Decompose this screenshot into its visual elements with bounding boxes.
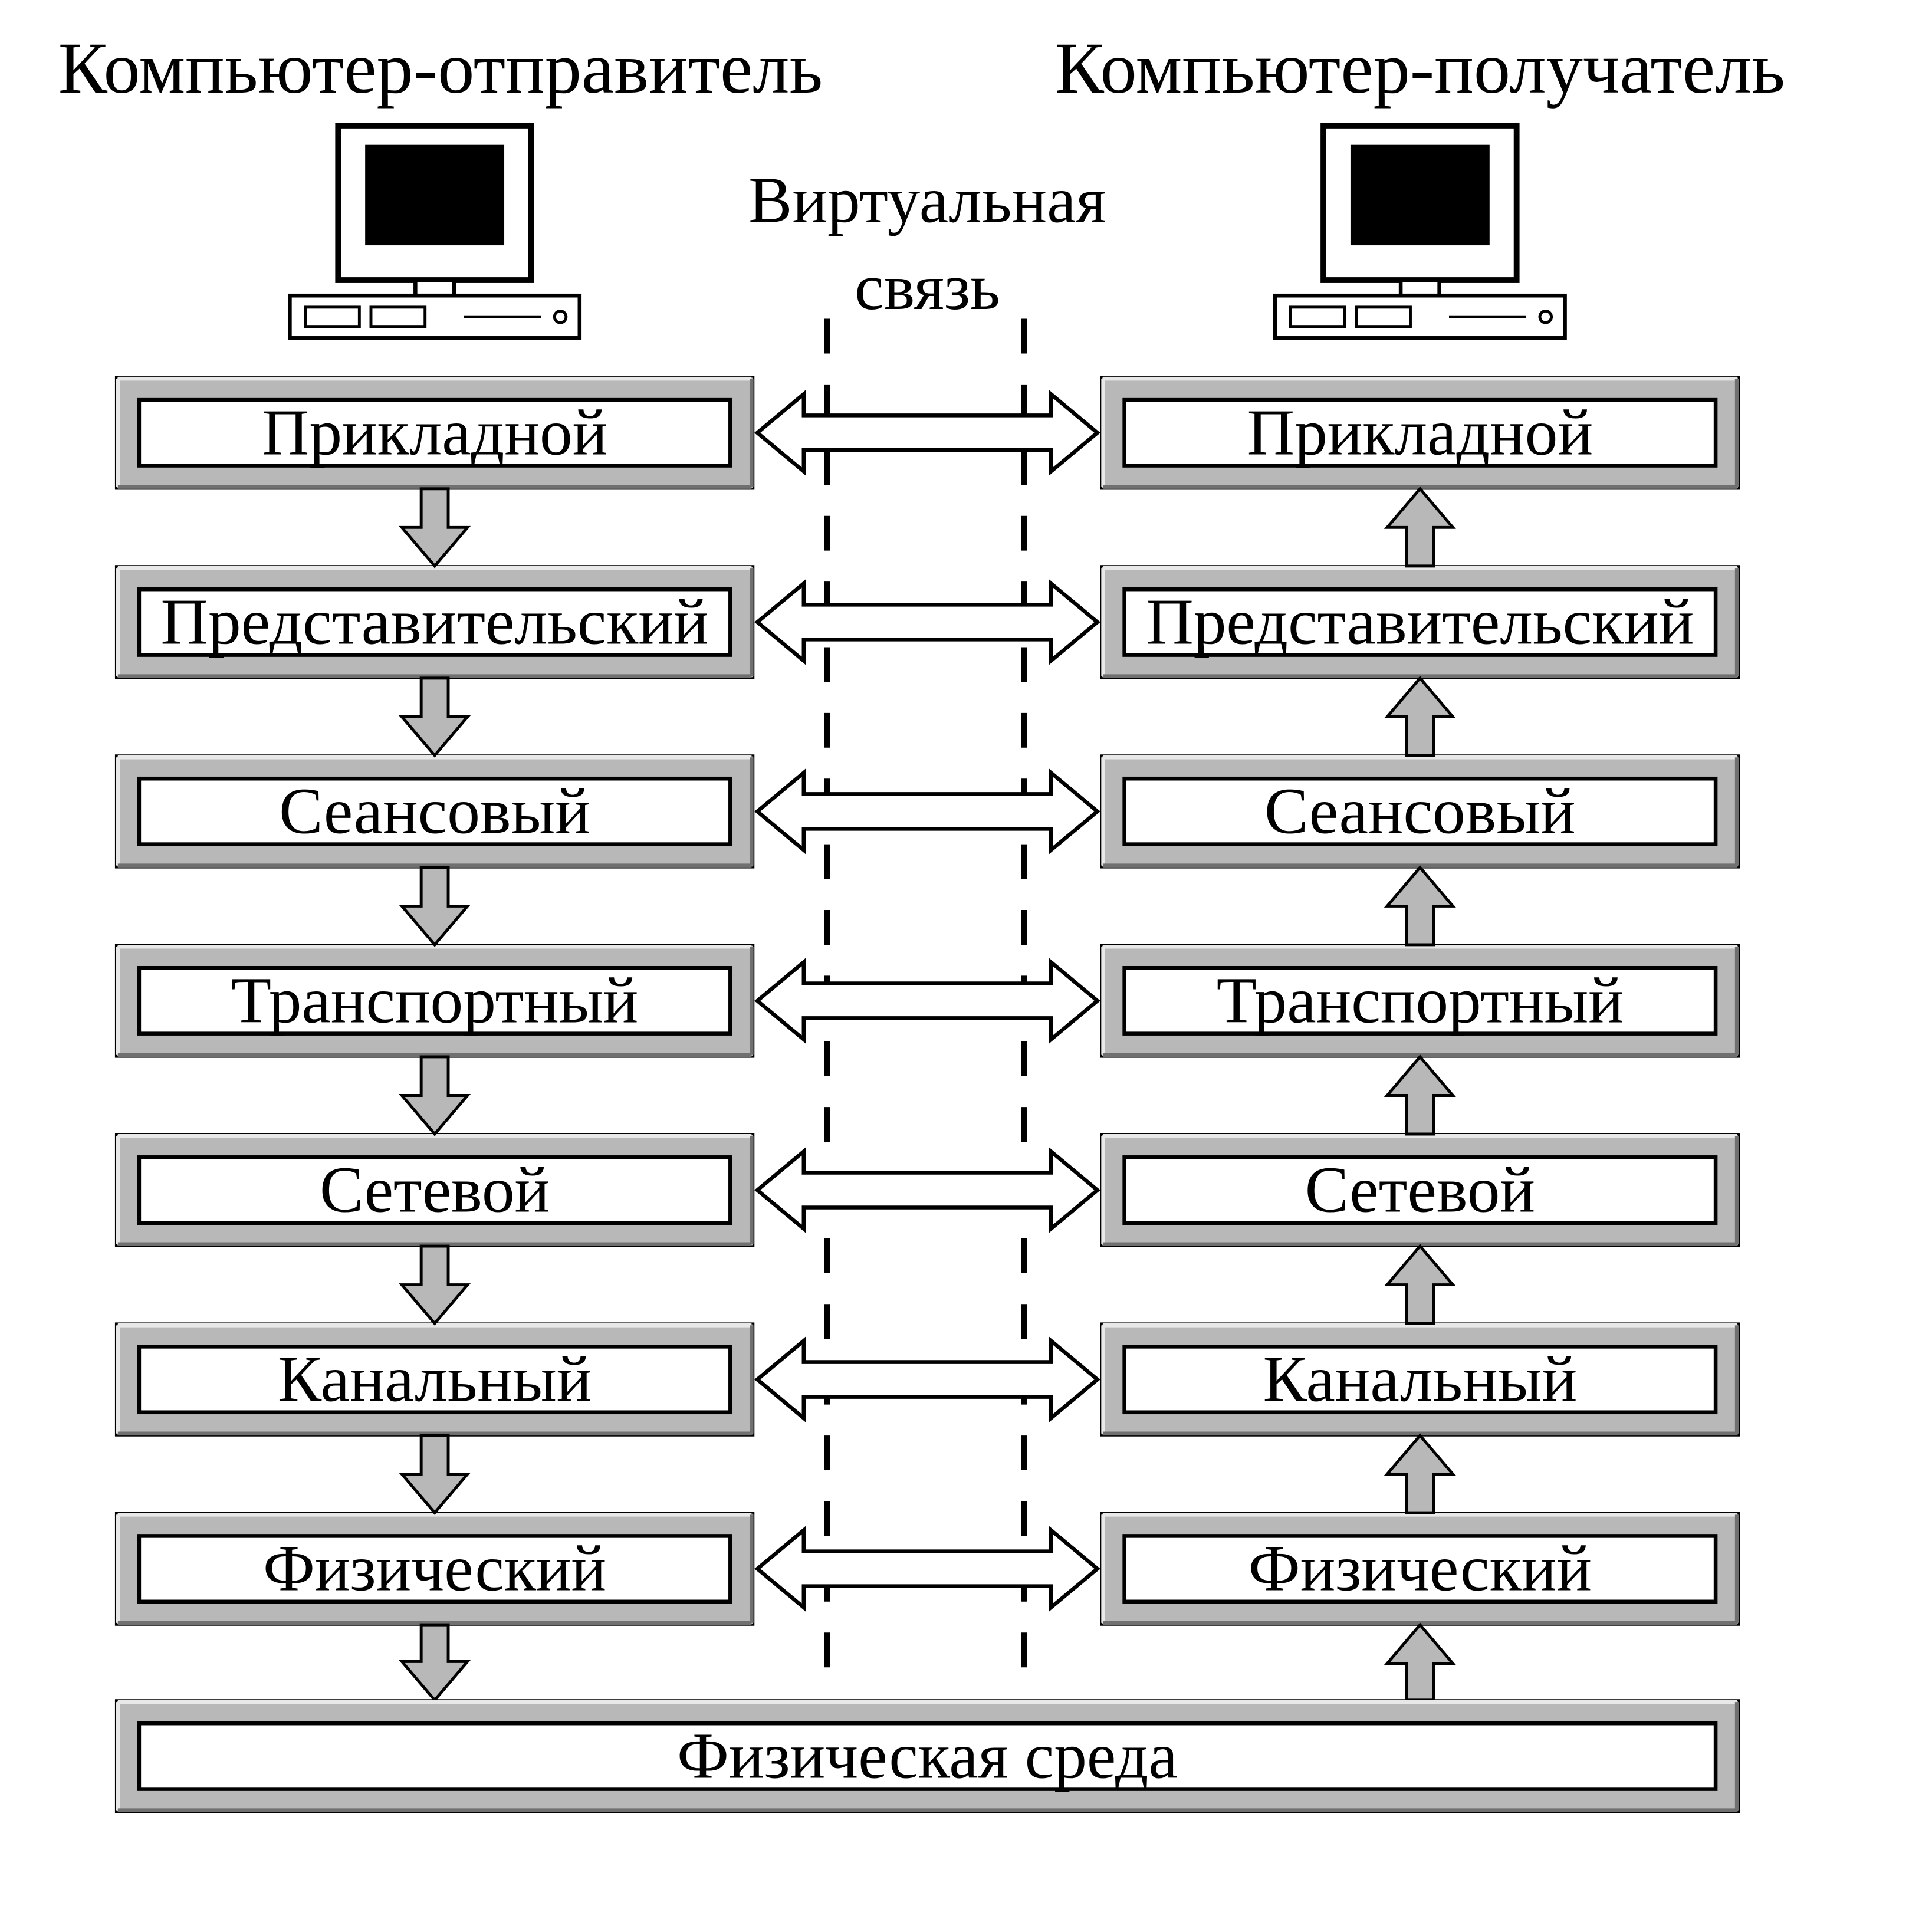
layer-left-0-label: Прикладной	[262, 396, 607, 469]
layer-right-2: Сеансовый	[1101, 755, 1739, 868]
virtual-label-line2: связь	[855, 251, 1000, 324]
down-arrow-left-5	[402, 1435, 467, 1513]
layer-right-2-label: Сеансовый	[1264, 775, 1576, 847]
layer-left-2: Сеансовый	[116, 755, 754, 868]
up-arrow-right-1	[1387, 678, 1453, 755]
virtual-arrow-4	[757, 1151, 1098, 1228]
virtual-arrow-6	[757, 1530, 1098, 1608]
title-receiver: Компьютер-получатель	[1055, 27, 1785, 109]
layer-left-3-label: Транспортный	[231, 964, 638, 1037]
layer-left-1: Представительский	[116, 566, 754, 678]
physical-medium-box: Физическая среда	[116, 1700, 1739, 1812]
down-arrow-left-2	[402, 868, 467, 945]
layer-left-5: Канальный	[116, 1323, 754, 1435]
layer-left-5-label: Канальный	[278, 1343, 592, 1416]
down-arrow-left-3	[402, 1057, 467, 1134]
layer-left-3: Транспортный	[116, 945, 754, 1057]
down-arrow-left-6	[402, 1625, 467, 1700]
up-arrow-right-6	[1387, 1625, 1453, 1700]
up-arrow-right-2	[1387, 868, 1453, 945]
virtual-label-line1: Виртуальная	[748, 165, 1106, 237]
layer-left-6: Физический	[116, 1513, 754, 1625]
computer-sender-icon	[290, 126, 579, 338]
title-sender: Компьютер-отправитель	[58, 27, 823, 109]
layer-right-1: Представительский	[1101, 566, 1739, 678]
layer-left-1-label: Представительский	[161, 586, 709, 658]
osi-diagram: Компьютер-отправитель Компьютер-получател…	[0, 0, 1932, 1932]
physical-medium-box-label: Физическая среда	[677, 1720, 1178, 1792]
down-arrow-left-0	[402, 489, 467, 566]
layer-right-4: Сетевой	[1101, 1134, 1739, 1246]
layer-right-3-label: Транспортный	[1217, 964, 1624, 1037]
layer-right-6: Физический	[1101, 1513, 1739, 1625]
computer-receiver-icon	[1275, 126, 1565, 338]
layer-right-4-label: Сетевой	[1305, 1154, 1535, 1227]
virtual-arrow-5	[757, 1341, 1098, 1418]
layer-left-6-label: Физический	[263, 1533, 606, 1605]
layer-right-3: Транспортный	[1101, 945, 1739, 1057]
layer-left-4: Сетевой	[116, 1134, 754, 1246]
layer-right-0: Прикладной	[1101, 377, 1739, 489]
layer-right-1-label: Представительский	[1146, 586, 1694, 658]
up-arrow-right-3	[1387, 1057, 1453, 1134]
virtual-arrow-3	[757, 962, 1098, 1039]
layer-right-6-label: Физический	[1248, 1533, 1592, 1605]
layer-left-0: Прикладной	[116, 377, 754, 489]
layer-left-4-label: Сетевой	[320, 1154, 550, 1227]
layer-left-2-label: Сеансовый	[279, 775, 590, 847]
up-arrow-right-0	[1387, 489, 1453, 566]
layer-right-5: Канальный	[1101, 1323, 1739, 1435]
virtual-arrow-0	[757, 394, 1098, 471]
virtual-arrow-1	[757, 583, 1098, 661]
layer-right-5-label: Канальный	[1263, 1343, 1578, 1416]
up-arrow-right-5	[1387, 1435, 1453, 1513]
virtual-arrow-2	[757, 773, 1098, 850]
up-arrow-right-4	[1387, 1246, 1453, 1323]
layer-right-0-label: Прикладной	[1247, 396, 1593, 469]
down-arrow-left-1	[402, 678, 467, 755]
down-arrow-left-4	[402, 1246, 467, 1323]
